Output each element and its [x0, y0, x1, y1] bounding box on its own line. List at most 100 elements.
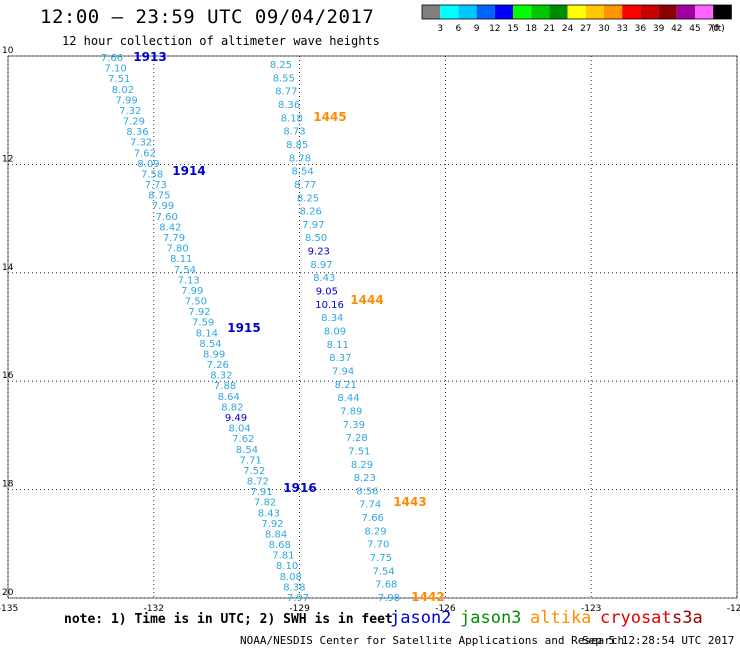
- credit-text: NOAA/NESDIS Center for Satellite Applica…: [240, 634, 625, 647]
- swh-value: 7.70: [367, 540, 389, 551]
- legend-tick-label: 6: [456, 24, 462, 34]
- swh-value: 8.10: [276, 561, 298, 572]
- swh-value: 7.13: [177, 275, 199, 286]
- swh-value: 8.36: [278, 100, 300, 111]
- legend-swatch: [476, 5, 495, 19]
- legend-tick-label: 21: [544, 24, 555, 34]
- swh-value: 7.99: [152, 201, 174, 212]
- swh-value: 7.59: [192, 318, 214, 329]
- swh-value: 8.25: [297, 193, 319, 204]
- legend-swatch: [513, 5, 532, 19]
- legend-swatch: [531, 5, 550, 19]
- swh-value: 8.32: [210, 371, 232, 382]
- satellite-name: jason2: [390, 608, 452, 628]
- swh-value: 8.09: [324, 327, 346, 338]
- swh-value: 8.29: [351, 460, 373, 471]
- swh-value: 7.73: [145, 180, 167, 191]
- swh-value: 7.32: [130, 138, 152, 149]
- swh-value: 8.37: [329, 353, 351, 364]
- pass-time-label: 1914: [172, 164, 205, 178]
- swh-value: 9.05: [316, 287, 338, 298]
- legend-swatch: [604, 5, 623, 19]
- swh-value: 8.77: [275, 87, 297, 98]
- swh-value: 7.39: [343, 420, 365, 431]
- swh-value: 8.84: [265, 529, 287, 540]
- swh-value: 7.26: [207, 360, 229, 371]
- swh-value: 7.66: [101, 53, 123, 64]
- legend-tick-label: 18: [525, 24, 537, 34]
- swh-value: 7.29: [123, 117, 145, 128]
- swh-value: 8.09: [137, 159, 159, 170]
- swh-value: 7.54: [372, 566, 394, 577]
- swh-value: 7.52: [243, 466, 265, 477]
- swh-value: 8.55: [273, 73, 295, 84]
- map-frame: [7, 55, 738, 599]
- swh-value: 7.99: [181, 286, 203, 297]
- swh-value: 8.08: [280, 572, 302, 583]
- swh-value: 8.29: [364, 526, 386, 537]
- pass-time-label: 1444: [350, 293, 383, 307]
- swh-value: 7.97: [302, 220, 324, 231]
- legend-frame: [421, 4, 732, 20]
- note-text: note: 1) Time is in UTC; 2) SWH is in fe…: [64, 612, 393, 627]
- swh-value: 7.62: [134, 148, 156, 159]
- satellite-name: jason3: [460, 608, 522, 628]
- swh-value: 8.50: [305, 233, 327, 244]
- swh-value: 7.66: [362, 513, 384, 524]
- swh-value: 8.78: [289, 153, 311, 164]
- swh-value: 7.89: [340, 406, 362, 417]
- swh-value: 7.68: [375, 580, 397, 591]
- lon-tick-label: -123: [581, 604, 601, 614]
- swh-value: 8.18: [281, 113, 303, 124]
- legend-swatch: [422, 5, 441, 19]
- legend-tick-label: 70: [707, 24, 719, 34]
- swh-value: 8.99: [203, 349, 225, 360]
- swh-value: 7.74: [359, 500, 381, 511]
- swh-value: 8.26: [300, 207, 322, 218]
- legend-swatch: [494, 5, 513, 19]
- legend-swatch: [658, 5, 677, 19]
- legend-unit: (ft): [711, 24, 725, 34]
- swh-value: 7.54: [174, 265, 196, 276]
- swh-value: 7.51: [108, 74, 130, 85]
- page-title: 12:00 — 23:59 UTC 09/04/2017: [40, 6, 375, 28]
- lon-tick-label: -132: [144, 604, 164, 614]
- swh-value: 7.79: [163, 233, 185, 244]
- swh-value: 8.23: [354, 473, 376, 484]
- swh-value: 7.28: [345, 433, 367, 444]
- legend-tick-label: 24: [562, 24, 574, 34]
- swh-value: 8.44: [337, 393, 359, 404]
- satellite-name: cryosat: [600, 608, 672, 628]
- swh-value: 8.43: [313, 273, 335, 284]
- swh-value: 8.14: [196, 328, 218, 339]
- swh-value: 8.56: [356, 486, 378, 497]
- legend-swatch: [713, 5, 732, 19]
- swh-value: 9.49: [225, 413, 247, 424]
- swh-value: 8.75: [148, 191, 170, 202]
- legend-swatch: [549, 5, 568, 19]
- legend-tick-label: 9: [474, 24, 480, 34]
- lon-tick-label: -129: [289, 604, 310, 614]
- pass-time-label: 1442: [411, 590, 444, 604]
- swh-value: 7.94: [332, 366, 354, 377]
- swh-value: 8.54: [199, 339, 221, 350]
- legend-tick-label: 12: [489, 24, 500, 34]
- swh-value: 7.99: [115, 95, 137, 106]
- pass-time-label: 1443: [393, 495, 426, 509]
- swh-value: 7.60: [156, 212, 178, 223]
- swh-value: 8.43: [258, 508, 280, 519]
- legend-swatch: [585, 5, 604, 19]
- swh-value: 8.36: [126, 127, 148, 138]
- lon-tick-label: -135: [0, 604, 18, 614]
- swh-value: 7.92: [261, 519, 283, 530]
- swh-value: 8.82: [221, 402, 243, 413]
- legend-tick-label: 27: [580, 24, 591, 34]
- swh-value: 8.34: [321, 313, 343, 324]
- swh-value: 8.68: [269, 540, 291, 551]
- swh-value: 7.88: [214, 381, 236, 392]
- swh-value: 9.23: [308, 247, 330, 258]
- swh-value: 8.04: [229, 424, 251, 435]
- legend-tick-label: 15: [507, 24, 518, 34]
- swh-value: 7.10: [105, 64, 127, 75]
